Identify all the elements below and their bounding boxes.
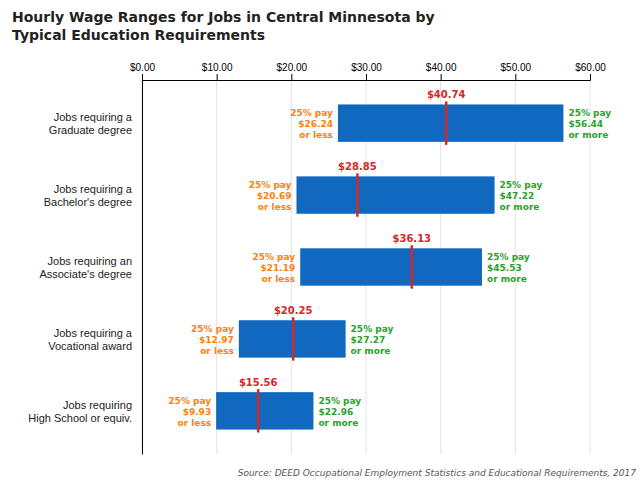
x-tick-mark: [291, 74, 292, 80]
x-tick-mark: [590, 74, 591, 80]
x-tick-label: $40.00: [426, 62, 457, 73]
median-label: $28.85: [338, 161, 377, 172]
median-line: [257, 389, 260, 432]
grid-line: [142, 80, 143, 454]
y-axis-line: [142, 81, 143, 455]
x-tick-mark: [515, 74, 516, 80]
x-tick-mark: [142, 74, 143, 80]
p25-label: 25% pay$9.93or less: [168, 396, 211, 428]
x-tick-label: $60.00: [575, 62, 606, 73]
plot: $0.00 $10.00 $20.00 $30.00 $40.00 $50.00 $60.0…: [28, 62, 611, 455]
median-line: [292, 317, 295, 360]
title: Hourly Wage Ranges for Jobs in Central M…: [12, 9, 435, 43]
median-label: $36.13: [392, 233, 431, 244]
p75-label: 25% pay$56.44or more: [568, 108, 611, 140]
y-tick: Jobs requiring aVocational award: [48, 327, 142, 352]
median-line: [356, 173, 359, 216]
marks: [216, 101, 563, 432]
p25-label: 25% pay$26.24or less: [290, 108, 333, 140]
median-label: $15.56: [239, 377, 278, 388]
p75-label: 25% pay$45.53or more: [487, 252, 530, 284]
y-tick-label: Jobs requiringHigh School or equiv.: [28, 399, 132, 424]
x-tick-mark: [366, 74, 367, 80]
p25-label: 25% pay$21.19or less: [252, 252, 295, 284]
x-tick: $10.00: [202, 62, 233, 80]
labels: $15.56 25% pay$9.93or less 25% pay$22.96or…: [168, 89, 611, 427]
x-tick: $30.00: [351, 62, 382, 80]
x-axis-line: [143, 74, 591, 81]
x-tick: $20.00: [277, 62, 308, 80]
median-label: $20.25: [274, 305, 313, 316]
p25-label: 25% pay$20.69or less: [249, 180, 292, 212]
y-tick: Jobs requiring aGraduate degree: [49, 111, 142, 136]
p25-label: 25% pay$12.97or less: [191, 324, 234, 356]
x-tick: $60.00: [575, 62, 606, 80]
y-tick-label: Jobs requiring anAssociate's degree: [39, 255, 132, 280]
x-tick: $0.00: [130, 62, 155, 80]
p75-label: 25% pay$22.96or more: [318, 396, 361, 428]
x-axis: $0.00 $10.00 $20.00 $30.00 $40.00 $50.00 $60.0…: [130, 62, 606, 81]
range-bar: [338, 104, 563, 141]
y-tick-label: Jobs requiring aVocational award: [48, 327, 133, 352]
range-bar: [300, 248, 482, 285]
x-tick: $40.00: [426, 62, 457, 80]
range-bar: [216, 392, 313, 429]
source-note: Source: DEED Occupational Employment Sta…: [238, 468, 637, 478]
y-tick-label: Jobs requiring aBachelor's degree: [44, 183, 133, 208]
median-line: [445, 101, 448, 144]
x-tick-label: $30.00: [351, 62, 382, 73]
x-tick-label: $0.00: [130, 62, 155, 73]
y-tick: Jobs requiring aBachelor's degree: [44, 183, 142, 208]
y-tick: Jobs requiringHigh School or equiv.: [28, 399, 142, 424]
range-bar: [296, 176, 494, 213]
x-tick-label: $10.00: [202, 62, 233, 73]
y-axis: Jobs requiring aGraduate degree Jobs requ…: [28, 81, 142, 455]
p75-label: 25% pay$47.22or more: [500, 180, 543, 212]
x-tick-mark: [217, 74, 218, 80]
median-label: $40.74: [427, 89, 466, 100]
x-tick: $50.00: [501, 62, 532, 80]
x-tick-label: $50.00: [501, 62, 532, 73]
x-tick-mark: [441, 74, 442, 80]
median-line: [411, 245, 414, 288]
p75-label: 25% pay$27.27or more: [351, 324, 394, 356]
grid: [142, 80, 590, 454]
chart: Hourly Wage Ranges for Jobs in Central M…: [0, 0, 644, 484]
y-tick: Jobs requiring anAssociate's degree: [39, 255, 142, 280]
y-tick-label: Jobs requiring aGraduate degree: [49, 111, 133, 136]
x-tick-label: $20.00: [277, 62, 308, 73]
